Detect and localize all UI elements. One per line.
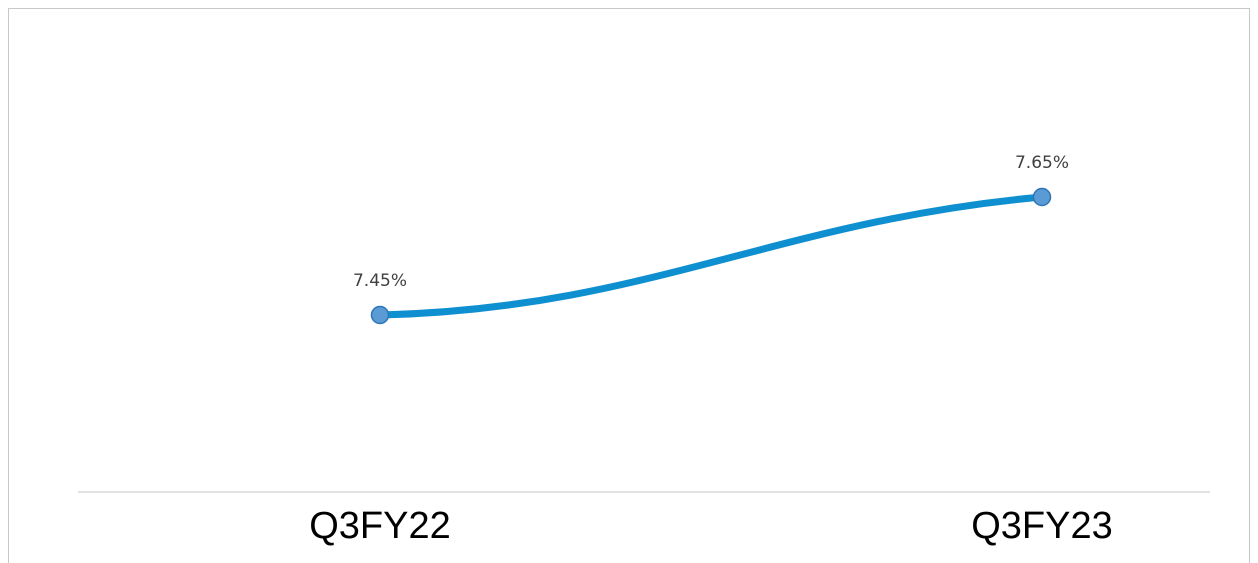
value-label: 7.45%	[353, 271, 407, 291]
x-tick-label: Q3FY23	[971, 505, 1113, 547]
x-tick-label: Q3FY22	[309, 505, 451, 547]
line	[376, 193, 1046, 319]
point	[370, 305, 390, 325]
value-label: 7.65%	[1015, 153, 1069, 173]
point	[1032, 187, 1052, 207]
